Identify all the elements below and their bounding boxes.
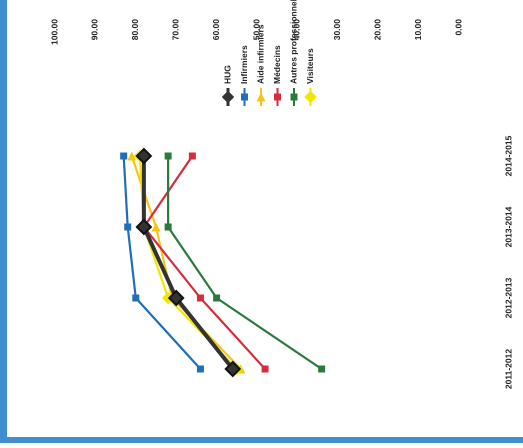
series-line [164, 152, 326, 373]
y-tick-label: 40.00 [292, 19, 302, 41]
data-point [167, 289, 185, 307]
data-point [213, 294, 221, 302]
series-path [122, 155, 202, 370]
series-lines [120, 147, 326, 378]
legend: HUG Infirmiers Aide infirmiers Médecins Autr… [221, 0, 317, 106]
series-path [141, 156, 235, 371]
legend-label: Médecins [272, 45, 282, 84]
x-category-label: 2012-2013 [503, 277, 513, 318]
series-path [130, 155, 242, 370]
data-point [221, 90, 235, 104]
data-point [196, 365, 204, 373]
left-edge-band [0, 0, 7, 443]
x-category-label: 2011-2012 [503, 349, 513, 389]
data-point [256, 92, 266, 102]
data-point [124, 223, 132, 231]
series-line [120, 152, 204, 373]
y-tick-label: 70.00 [170, 19, 180, 41]
y-tick-label: 60.00 [211, 19, 221, 41]
legend-label: Visiteurs [305, 48, 315, 84]
y-tick-label: 20.00 [372, 19, 382, 41]
data-point [290, 93, 298, 101]
y-tick-label: 100.00 [49, 19, 59, 45]
data-point [127, 151, 137, 161]
data-point [164, 223, 172, 231]
legend-item: Visiteurs [304, 48, 317, 106]
data-point [224, 360, 242, 378]
y-tick-label: 30.00 [332, 19, 342, 41]
y-tick-label: 10.00 [413, 19, 423, 41]
data-point [261, 365, 269, 373]
data-point [132, 294, 140, 302]
data-point [318, 365, 326, 373]
series-path [167, 156, 323, 370]
legend-item: HUG [221, 65, 235, 106]
x-category-label: 2014-2015 [503, 135, 513, 176]
y-axis-ticks: 0.00 10.00 20.00 30.00 40.00 50.00 60.00 70.00 8… [49, 19, 463, 45]
y-tick-label: 50.00 [251, 19, 261, 41]
data-point [196, 294, 204, 302]
series-line [133, 149, 244, 376]
series-path [138, 155, 238, 370]
legend-item: Infirmiers [239, 45, 249, 106]
data-point [274, 93, 281, 101]
data-point [304, 90, 317, 104]
data-point [241, 93, 248, 101]
y-tick-label: 0.00 [453, 19, 463, 36]
data-point [120, 152, 128, 160]
legend-item: Médecins [272, 45, 282, 106]
x-category-label: 2013-2014 [503, 206, 513, 247]
bottom-edge-band [0, 437, 523, 443]
series-line [135, 147, 242, 378]
x-axis-categories: 2011-2012 2012-2013 2013-2014 2014-2015 [503, 135, 513, 389]
legend-item: Autres professionnels [288, 0, 298, 106]
data-point [164, 152, 172, 160]
data-point [135, 218, 153, 236]
legend-item: Aide infirmiers [255, 24, 266, 106]
legend-label: Aide infirmiers [255, 24, 265, 84]
legend-label: HUG [222, 65, 232, 84]
data-point [135, 147, 153, 165]
data-point [188, 152, 196, 160]
y-tick-label: 80.00 [130, 19, 140, 41]
data-point [151, 222, 161, 232]
legend-label: Autres professionnels [288, 0, 298, 84]
legend-label: Infirmiers [239, 45, 249, 84]
y-tick-label: 90.00 [90, 19, 100, 41]
